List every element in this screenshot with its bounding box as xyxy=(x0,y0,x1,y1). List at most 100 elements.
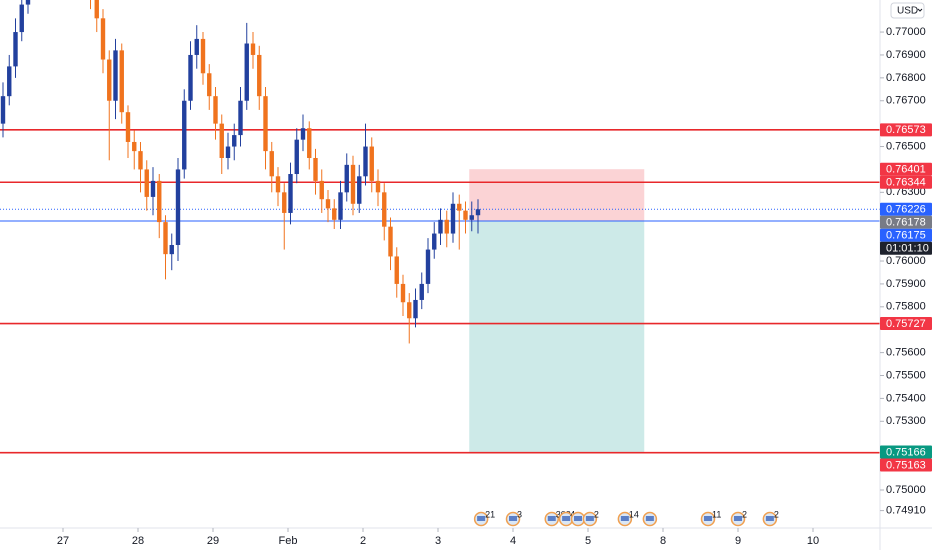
candle xyxy=(107,50,112,161)
candle xyxy=(307,121,312,170)
candle-body xyxy=(388,226,393,257)
candle xyxy=(219,114,224,175)
price-label-bg xyxy=(880,202,932,216)
price-label-bg xyxy=(880,241,932,255)
event: 2 xyxy=(762,509,779,527)
currency-box[interactable] xyxy=(890,2,925,19)
event-flag xyxy=(704,516,712,521)
candle-body xyxy=(175,169,181,245)
candle-body xyxy=(200,38,206,74)
candle xyxy=(438,208,443,245)
candle-body xyxy=(325,199,331,209)
price-axis xyxy=(880,0,932,528)
price-label-bg xyxy=(880,123,932,137)
candle xyxy=(7,54,12,106)
candle xyxy=(194,25,199,69)
candle xyxy=(419,272,424,310)
candle xyxy=(19,0,24,42)
candle xyxy=(232,123,237,161)
candle xyxy=(294,128,299,184)
price-label-text: 0.76226 xyxy=(886,204,926,216)
price-label-bg xyxy=(880,317,932,331)
candle-body xyxy=(144,169,149,197)
candle xyxy=(132,130,137,170)
candle-body xyxy=(469,215,474,220)
candle-body xyxy=(394,256,399,284)
y-tick-label: 0.76800 xyxy=(886,72,926,84)
event-flag xyxy=(620,516,629,521)
candle-body xyxy=(344,164,349,193)
candle xyxy=(225,132,231,170)
price-label-bg xyxy=(880,228,932,242)
candle xyxy=(475,199,481,234)
candle-body xyxy=(94,0,99,19)
candle-body xyxy=(213,96,218,124)
candle-body xyxy=(369,146,374,181)
price-label: 0.76573 xyxy=(880,123,932,137)
candle-body xyxy=(382,192,387,227)
candle xyxy=(13,18,18,78)
dropdown-arrow[interactable] xyxy=(917,8,923,12)
candle xyxy=(394,247,399,298)
candle-body xyxy=(125,112,131,142)
candle xyxy=(457,194,462,250)
event-flag xyxy=(509,516,517,521)
event-flag xyxy=(734,516,742,521)
candle-body xyxy=(432,233,437,250)
event-flag xyxy=(574,516,582,521)
candle-body xyxy=(194,38,199,55)
candle-body xyxy=(107,59,112,101)
x-tick-label: 2 xyxy=(360,535,366,547)
x-tick-label: 9 xyxy=(735,535,741,547)
event-flag xyxy=(477,516,486,521)
price-label-text: 0.76401 xyxy=(886,164,926,176)
candle xyxy=(175,157,181,262)
price-label: 01:01:10 xyxy=(880,241,932,255)
event: 21 xyxy=(473,509,495,527)
y-tick-label: 0.76700 xyxy=(886,95,926,107)
candle xyxy=(432,222,437,259)
candle-body xyxy=(219,123,224,158)
candle xyxy=(288,162,293,225)
candle-body xyxy=(25,0,31,5)
candle xyxy=(182,89,187,179)
candle xyxy=(269,141,274,193)
currency-button[interactable]: USD xyxy=(890,2,925,19)
candle xyxy=(94,0,99,33)
candle xyxy=(469,201,474,232)
candle-body xyxy=(313,157,318,181)
candle-body xyxy=(300,128,306,140)
candle-body xyxy=(7,66,12,97)
candle-body xyxy=(332,208,337,220)
candle xyxy=(200,32,206,85)
x-tick-label: 3 xyxy=(435,535,441,547)
plot-area xyxy=(0,0,880,454)
event: 2 xyxy=(582,509,599,527)
candle xyxy=(188,41,193,110)
event-flag xyxy=(585,516,594,521)
y-tick-label: 0.75300 xyxy=(886,415,926,427)
candle xyxy=(400,274,406,316)
event: 14 xyxy=(617,509,639,527)
price-label: 0.76175 xyxy=(880,228,932,242)
event-flag xyxy=(562,516,571,521)
event: 3 xyxy=(505,509,522,527)
candle-body xyxy=(288,174,293,213)
event-count: 3 xyxy=(517,509,522,519)
currency[interactable]: USD xyxy=(897,6,918,17)
event xyxy=(570,511,586,527)
x-tick-label: 5 xyxy=(585,535,591,547)
price-label-text: 01:01:10 xyxy=(886,243,929,255)
price-label: 0.76178 xyxy=(880,215,932,229)
candle-body xyxy=(119,50,124,113)
candle xyxy=(150,167,156,216)
x-tick-label: 8 xyxy=(660,535,666,547)
candle xyxy=(163,215,168,280)
price-label-bg xyxy=(880,458,932,472)
candle-body xyxy=(132,141,137,152)
price-label-bg xyxy=(880,162,932,176)
candle xyxy=(119,43,124,124)
candle-body xyxy=(150,180,156,197)
candle xyxy=(157,174,162,239)
